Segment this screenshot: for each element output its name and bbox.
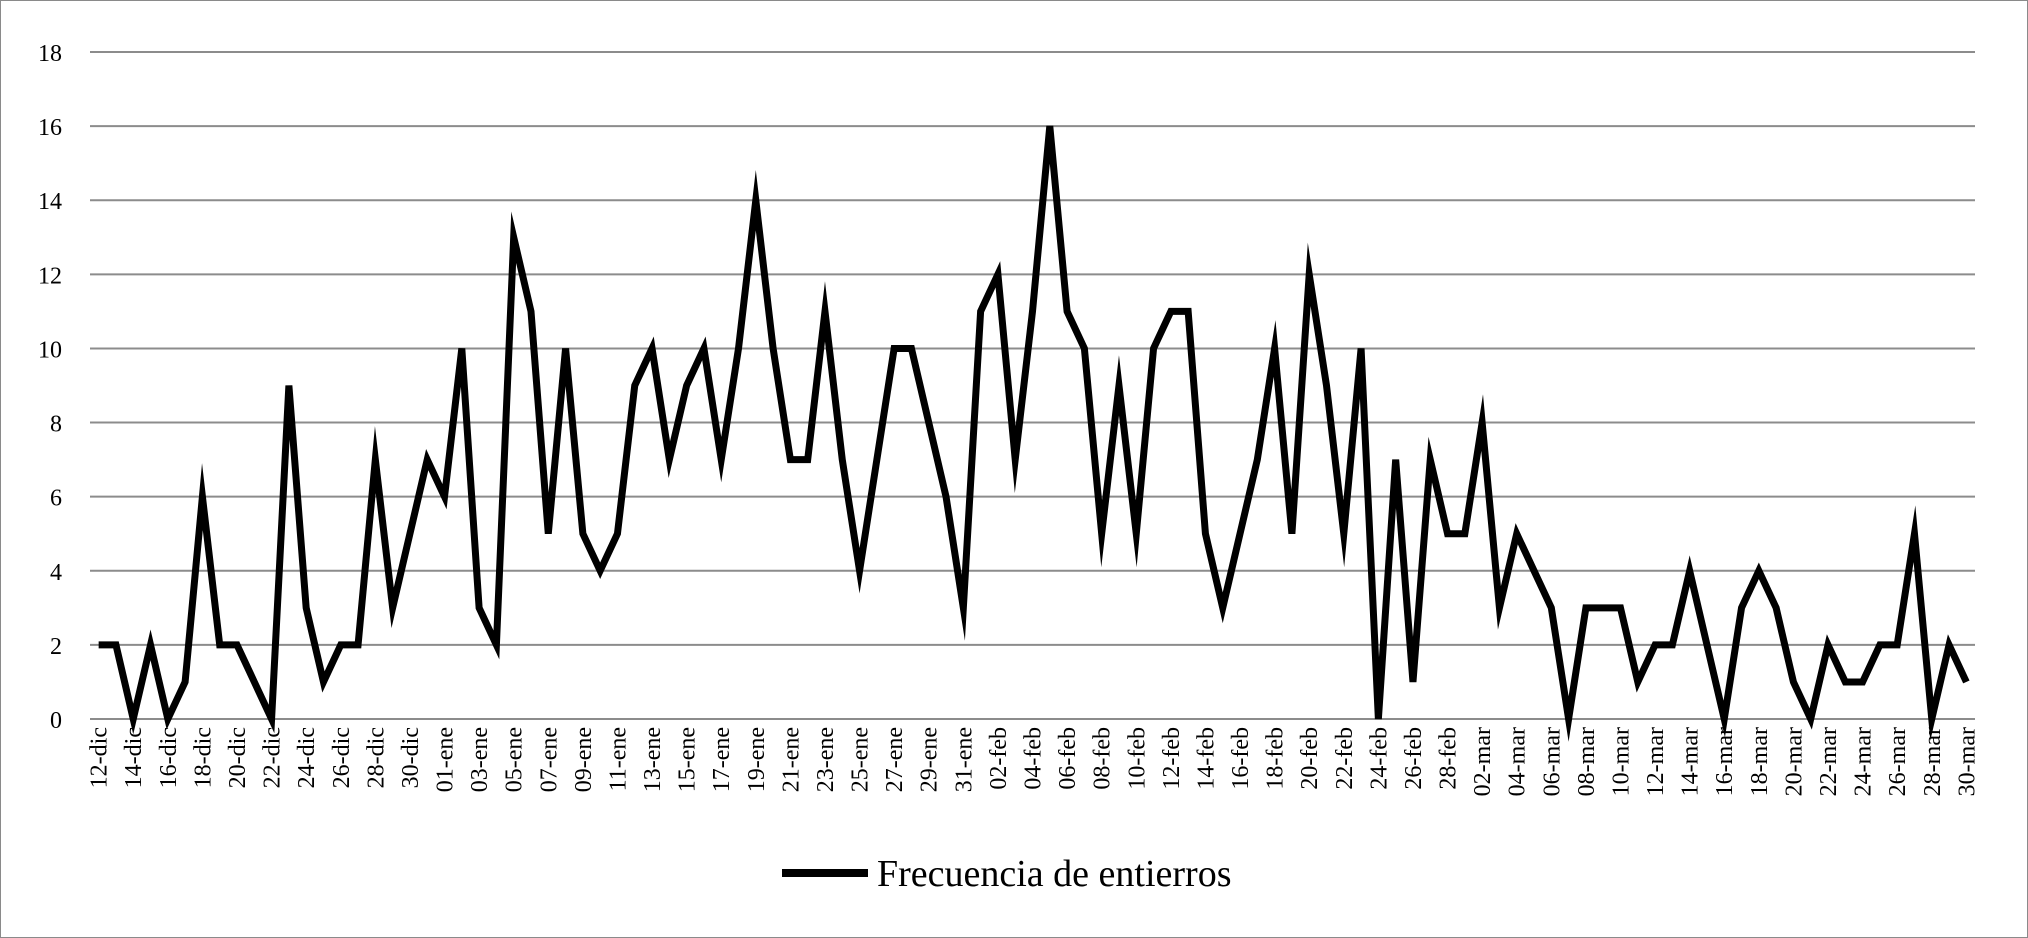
x-tick-label: 30-mar <box>1954 727 1980 796</box>
y-tick-label: 16 <box>38 115 62 141</box>
y-tick-label: 10 <box>38 337 62 363</box>
y-tick-label: 18 <box>38 41 62 67</box>
x-tick-label: 22-dic <box>260 727 286 788</box>
x-tick-label: 20-mar <box>1781 727 1807 796</box>
gridlines <box>90 51 1975 720</box>
x-tick-label: 07-ene <box>536 727 562 792</box>
x-tick-label: 08-mar <box>1574 727 1600 796</box>
x-tick-label: 24-dic <box>294 727 320 788</box>
y-tick-label: 8 <box>50 412 62 438</box>
x-tick-label: 22-mar <box>1816 727 1842 796</box>
y-axis-tick-labels: 0 2 4 6 8 10 12 14 16 18 <box>38 41 62 734</box>
x-tick-label: 28-feb <box>1436 727 1462 790</box>
x-tick-label: 02-mar <box>1470 727 1496 796</box>
x-tick-label: 10-feb <box>1124 727 1150 790</box>
x-tick-label: 27-ene <box>882 727 908 792</box>
x-tick-label: 28-mar <box>1920 727 1946 796</box>
y-tick-label: 14 <box>38 189 62 215</box>
x-tick-label: 18-mar <box>1747 727 1773 796</box>
x-tick-label: 26-mar <box>1885 727 1911 796</box>
x-tick-label: 19-ene <box>744 727 770 792</box>
x-tick-label: 05-ene <box>502 727 528 792</box>
x-tick-label: 18-feb <box>1263 727 1289 790</box>
x-tick-label: 02-feb <box>986 727 1012 790</box>
x-tick-label: 18-dic <box>190 727 216 788</box>
x-tick-label: 12-dic <box>87 727 113 788</box>
y-tick-label: 12 <box>38 263 62 289</box>
x-tick-label: 15-ene <box>675 727 701 792</box>
x-tick-label: 01-ene <box>433 727 459 792</box>
x-tick-label: 24-mar <box>1851 727 1877 796</box>
x-tick-label: 14-mar <box>1678 727 1704 796</box>
x-tick-label: 11-ene <box>605 727 631 791</box>
y-tick-label: 4 <box>50 560 62 586</box>
x-tick-label: 13-ene <box>640 727 666 792</box>
x-axis-tick-labels: 12-dic 14-dic 16-dic 18-dic 20-dic 22-dic 24-d… <box>87 727 1981 796</box>
legend-label: Frecuencia de entierros <box>877 853 1232 895</box>
x-tick-label: 29-ene <box>917 727 943 792</box>
x-tick-label: 09-ene <box>571 727 597 792</box>
y-tick-label: 6 <box>50 486 62 512</box>
x-tick-label: 16-feb <box>1228 727 1254 790</box>
x-tick-label: 24-feb <box>1366 727 1392 790</box>
y-tick-label: 0 <box>50 708 62 734</box>
x-tick-label: 10-mar <box>1608 727 1634 796</box>
x-tick-label: 22-feb <box>1332 727 1358 790</box>
series-layer <box>98 125 1970 742</box>
x-tick-label: 26-feb <box>1401 727 1427 790</box>
x-tick-label: 06-mar <box>1539 727 1565 796</box>
legend: Frecuencia de entierros <box>782 853 1232 895</box>
x-tick-label: 23-ene <box>813 727 839 792</box>
x-tick-label: 16-dic <box>156 727 182 788</box>
x-tick-label: 03-ene <box>467 727 493 792</box>
x-tick-label: 08-feb <box>1090 727 1116 790</box>
x-tick-label: 30-dic <box>398 727 424 788</box>
x-tick-label: 16-mar <box>1712 727 1738 796</box>
x-tick-label: 21-ene <box>778 727 804 792</box>
x-tick-label: 25-ene <box>848 727 874 792</box>
x-tick-label: 20-dic <box>225 727 251 788</box>
x-tick-label: 12-mar <box>1643 727 1669 796</box>
series-line <box>98 125 1970 742</box>
x-tick-label: 20-feb <box>1297 727 1323 790</box>
x-tick-label: 26-dic <box>329 727 355 788</box>
x-tick-label: 12-feb <box>1159 727 1185 790</box>
x-tick-label: 06-feb <box>1055 727 1081 790</box>
y-tick-label: 2 <box>50 634 62 660</box>
x-tick-label: 28-dic <box>363 727 389 788</box>
x-tick-label: 14-dic <box>121 727 147 788</box>
x-tick-label: 31-ene <box>951 727 977 792</box>
x-tick-label: 14-feb <box>1193 727 1219 790</box>
x-tick-label: 17-ene <box>709 727 735 792</box>
x-tick-label: 04-mar <box>1505 727 1531 796</box>
x-tick-label: 04-feb <box>1021 727 1047 790</box>
